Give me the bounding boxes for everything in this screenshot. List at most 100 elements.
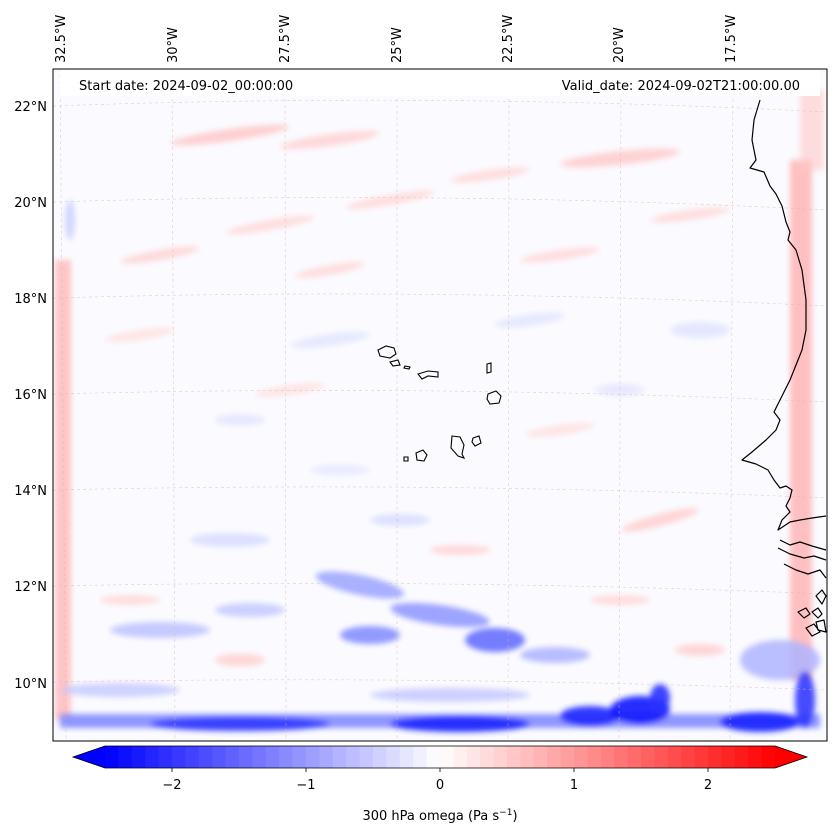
colorbar-segment	[306, 746, 320, 768]
omega-field	[55, 90, 824, 732]
colorbar-extend-max	[775, 746, 807, 768]
subsidence-patches	[55, 90, 824, 720]
colorbar-segment	[279, 746, 294, 768]
colorbar-segment	[627, 746, 642, 768]
colorbar-segment	[185, 746, 200, 768]
africa-coast	[741, 99, 827, 531]
lon-label-17-5w: 17.5°W	[724, 15, 739, 63]
sao-nicolau-island	[417, 370, 439, 380]
colorbar-segment	[239, 746, 253, 768]
colorbar-segment	[761, 746, 776, 768]
lon-label-25w: 25°W	[390, 27, 405, 63]
lat-label-16n: 16°N	[14, 388, 47, 403]
colorbar-tick-label: 1	[570, 778, 578, 793]
colorbar-segment	[440, 746, 454, 768]
colorbar-segment	[332, 746, 347, 768]
lon-label-27-5w: 27.5°W	[278, 15, 293, 63]
colorbar-segment	[600, 746, 615, 768]
colorbar-segment	[614, 746, 629, 768]
longitude-labels: 32.5°W 30°W 27.5°W 25°W 22.5°W 20°W 17.5…	[54, 15, 739, 63]
lon-label-20w: 20°W	[612, 27, 627, 63]
colorbar-segment	[359, 746, 374, 768]
colorbar-segment	[346, 746, 361, 768]
ascent-patches	[60, 200, 820, 702]
colorbar-segment	[748, 746, 763, 768]
coastline	[741, 99, 827, 637]
lat-label-12n: 12°N	[14, 580, 47, 595]
lon-label-22-5w: 22.5°W	[501, 15, 516, 63]
colorbar-segment	[493, 746, 508, 768]
header-band	[60, 70, 820, 96]
colorbar-segment	[252, 746, 267, 768]
colorbar-segment	[507, 746, 521, 768]
maio-island	[471, 435, 482, 447]
colorbar-segment	[681, 746, 696, 768]
lat-label-18n: 18°N	[14, 292, 47, 307]
map-background	[53, 69, 827, 741]
colorbar-segment	[641, 746, 655, 768]
colorbar-segment	[212, 746, 227, 768]
colorbar-segment	[198, 746, 213, 768]
colorbar-segment	[708, 746, 722, 768]
colorbar-segment	[533, 746, 548, 768]
colorbar-segment	[319, 746, 334, 768]
lat-label-14n: 14°N	[14, 484, 47, 499]
colorbar-segment	[694, 746, 709, 768]
lon-label-30w: 30°W	[166, 27, 181, 63]
colorbar-label: 300 hPa omega (Pa s−1)	[362, 808, 517, 824]
colorbar-extend-min	[73, 746, 105, 768]
colorbar-tick-label: −2	[162, 778, 181, 793]
colorbar-segment	[667, 746, 682, 768]
colorbar-segment	[560, 746, 575, 768]
colorbar-segment	[399, 746, 414, 768]
colorbar-segment	[453, 746, 468, 768]
map-frame	[52, 68, 828, 742]
colorbar-segment	[574, 746, 588, 768]
southern-boundary-ascent	[60, 672, 820, 732]
colorbar-segment	[131, 746, 146, 768]
colorbar-segment	[292, 746, 307, 768]
colorbar-ticks: −2 −1 0 1 2	[162, 768, 712, 793]
santo-antao-island	[377, 345, 397, 359]
colorbar: −2 −1 0 1 2 300 hPa omega (Pa s−1)	[71, 745, 809, 824]
colorbar-tick-label: −1	[296, 778, 315, 793]
colorbar-segment	[145, 746, 160, 768]
colorbar-segment	[547, 746, 562, 768]
colorbar-segment	[386, 746, 401, 768]
colorbar-segment	[413, 746, 428, 768]
colorbar-segment	[734, 746, 749, 768]
colorbar-segment	[118, 746, 133, 768]
colorbar-segment	[426, 746, 441, 768]
map-panel	[53, 69, 827, 741]
sao-vicente-island	[389, 359, 401, 367]
brava-island	[403, 456, 409, 462]
colorbar-segment	[466, 746, 481, 768]
santa-luzia-island	[403, 365, 411, 370]
graticule	[53, 69, 827, 741]
cape-verde-islands	[377, 345, 502, 462]
colorbar-segment	[158, 746, 173, 768]
boa-vista-island	[486, 390, 502, 405]
lat-label-20n: 20°N	[14, 196, 47, 211]
lat-label-10n: 10°N	[14, 677, 47, 692]
colorbar-outline	[71, 745, 809, 769]
colorbar-tick-label: 2	[704, 778, 712, 793]
start-date-label: Start date: 2024-09-02_00:00:00	[79, 79, 293, 94]
lon-label-32-5w: 32.5°W	[54, 15, 69, 63]
lat-label-22n: 22°N	[14, 100, 47, 115]
latitude-labels: 22°N 20°N 18°N 16°N 14°N 12°N 10°N	[14, 100, 47, 692]
valid-date-label: Valid_date: 2024-09-02T21:00:00.00	[562, 79, 800, 94]
colorbar-segment	[480, 746, 495, 768]
sal-island	[486, 362, 492, 374]
fogo-island	[415, 449, 428, 462]
colorbar-segment	[265, 746, 280, 768]
colorbar-segment	[587, 746, 602, 768]
santiago-island	[450, 435, 466, 459]
colorbar-segment	[654, 746, 669, 768]
colorbar-segment	[520, 746, 535, 768]
colorbar-segment	[373, 746, 387, 768]
colorbar-segment	[721, 746, 736, 768]
colorbar-segment	[225, 746, 240, 768]
colorbar-tick-label: 0	[436, 778, 444, 793]
